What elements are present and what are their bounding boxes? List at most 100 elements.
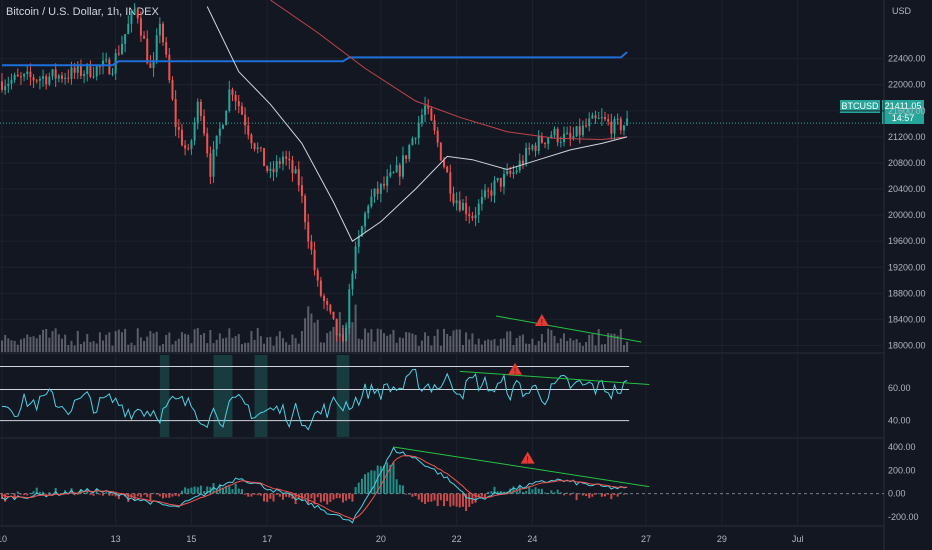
volume-bar xyxy=(499,338,502,352)
macd-hist-bar xyxy=(222,487,224,494)
candle-body xyxy=(499,178,502,187)
candle xyxy=(190,139,193,155)
candle-body xyxy=(297,169,300,186)
volume-bar xyxy=(588,334,591,352)
candle xyxy=(10,73,13,90)
rsi-tick-label: 60.00 xyxy=(888,383,911,393)
candle xyxy=(338,332,341,338)
candle xyxy=(76,61,79,80)
macd-hist-bar xyxy=(45,493,48,497)
candle xyxy=(206,127,209,158)
candle xyxy=(300,176,303,204)
candle-body xyxy=(610,121,613,134)
macd-warning: ! xyxy=(520,451,535,465)
macd-hist-bar xyxy=(335,493,338,499)
candle-body xyxy=(534,145,537,151)
volume-bar xyxy=(389,334,392,352)
macd-hist-bar xyxy=(4,493,7,502)
volume-bar xyxy=(607,332,610,352)
volume-bar xyxy=(225,337,228,352)
candle xyxy=(411,136,414,146)
candle xyxy=(430,107,433,121)
candle xyxy=(19,72,22,85)
candle xyxy=(398,162,401,186)
macd-hist-bar xyxy=(158,493,161,497)
volume-bar xyxy=(569,338,572,352)
macd-hist-bar xyxy=(190,487,193,494)
volume-bar xyxy=(332,326,335,352)
candle xyxy=(266,165,269,174)
volume-bar xyxy=(424,332,427,352)
macd-hist-bar xyxy=(206,486,209,494)
macd-hist-bar xyxy=(585,493,588,497)
macd-hist-bar xyxy=(225,485,228,494)
macd-hist-bar xyxy=(42,491,45,494)
macd-hist-bar xyxy=(259,493,262,496)
candle xyxy=(259,146,262,152)
candle-body xyxy=(187,148,190,150)
volume-bar xyxy=(594,345,597,352)
price-tick-label: 20000.00 xyxy=(888,210,926,220)
macd-hist-bar xyxy=(496,491,499,494)
volume-bar xyxy=(373,341,376,352)
candle-body xyxy=(250,134,253,144)
macd-hist-bar xyxy=(32,491,35,494)
candle xyxy=(521,155,524,169)
candle-body xyxy=(203,116,206,134)
macd-hist-bar xyxy=(316,493,319,498)
macd-hist-bar xyxy=(509,488,512,494)
candle-body xyxy=(424,105,427,115)
volume-bar xyxy=(215,339,218,352)
candle xyxy=(256,142,259,154)
candle-body xyxy=(149,63,152,68)
candle xyxy=(127,15,130,35)
macd-hist-bar xyxy=(199,485,202,494)
macd-hist-bar xyxy=(376,465,379,494)
macd-hist-bar xyxy=(180,490,183,494)
candle xyxy=(304,193,307,230)
candle xyxy=(597,111,600,120)
volume-bar xyxy=(266,337,269,352)
macd-hist-bar xyxy=(155,493,158,495)
ticker-badge: BTCUSD xyxy=(840,100,880,113)
candle-body xyxy=(212,149,215,177)
candle-body xyxy=(4,86,7,90)
candle-body xyxy=(285,156,288,159)
candle-body xyxy=(616,118,619,120)
candle-layer xyxy=(1,3,629,343)
candle-body xyxy=(10,79,13,84)
candle-body xyxy=(7,83,10,87)
candle xyxy=(379,182,382,203)
rsi-layer: ! xyxy=(0,355,650,437)
candle-body xyxy=(98,66,101,68)
macd-hist-bar xyxy=(171,493,174,497)
macd-hist-bar xyxy=(566,492,569,494)
candle-body xyxy=(468,214,471,217)
candle-body xyxy=(165,42,168,55)
candle-body xyxy=(54,69,57,79)
volume-bar xyxy=(187,334,190,352)
volume-bar xyxy=(272,345,275,352)
macd-hist-bar xyxy=(487,491,490,494)
macd-hist-bar xyxy=(10,493,13,495)
volume-bar xyxy=(146,336,149,352)
volume-warning: ! xyxy=(534,314,549,327)
volume-bar xyxy=(518,335,521,352)
macd-hist-bar xyxy=(263,493,266,502)
candle-body xyxy=(281,156,284,164)
candle xyxy=(42,69,45,87)
candle xyxy=(38,76,41,90)
macd-hist-bar xyxy=(247,493,250,497)
candle-body xyxy=(525,147,528,164)
candle xyxy=(357,230,360,254)
candle-body xyxy=(575,126,578,137)
volume-bar xyxy=(70,340,73,352)
macd-hist-bar xyxy=(108,493,111,496)
macd-hist-bar xyxy=(7,493,10,495)
candle xyxy=(424,96,427,123)
volume-bar xyxy=(310,313,313,352)
volume-bar xyxy=(102,340,105,352)
candle xyxy=(105,52,108,64)
volume-bar xyxy=(168,332,171,352)
